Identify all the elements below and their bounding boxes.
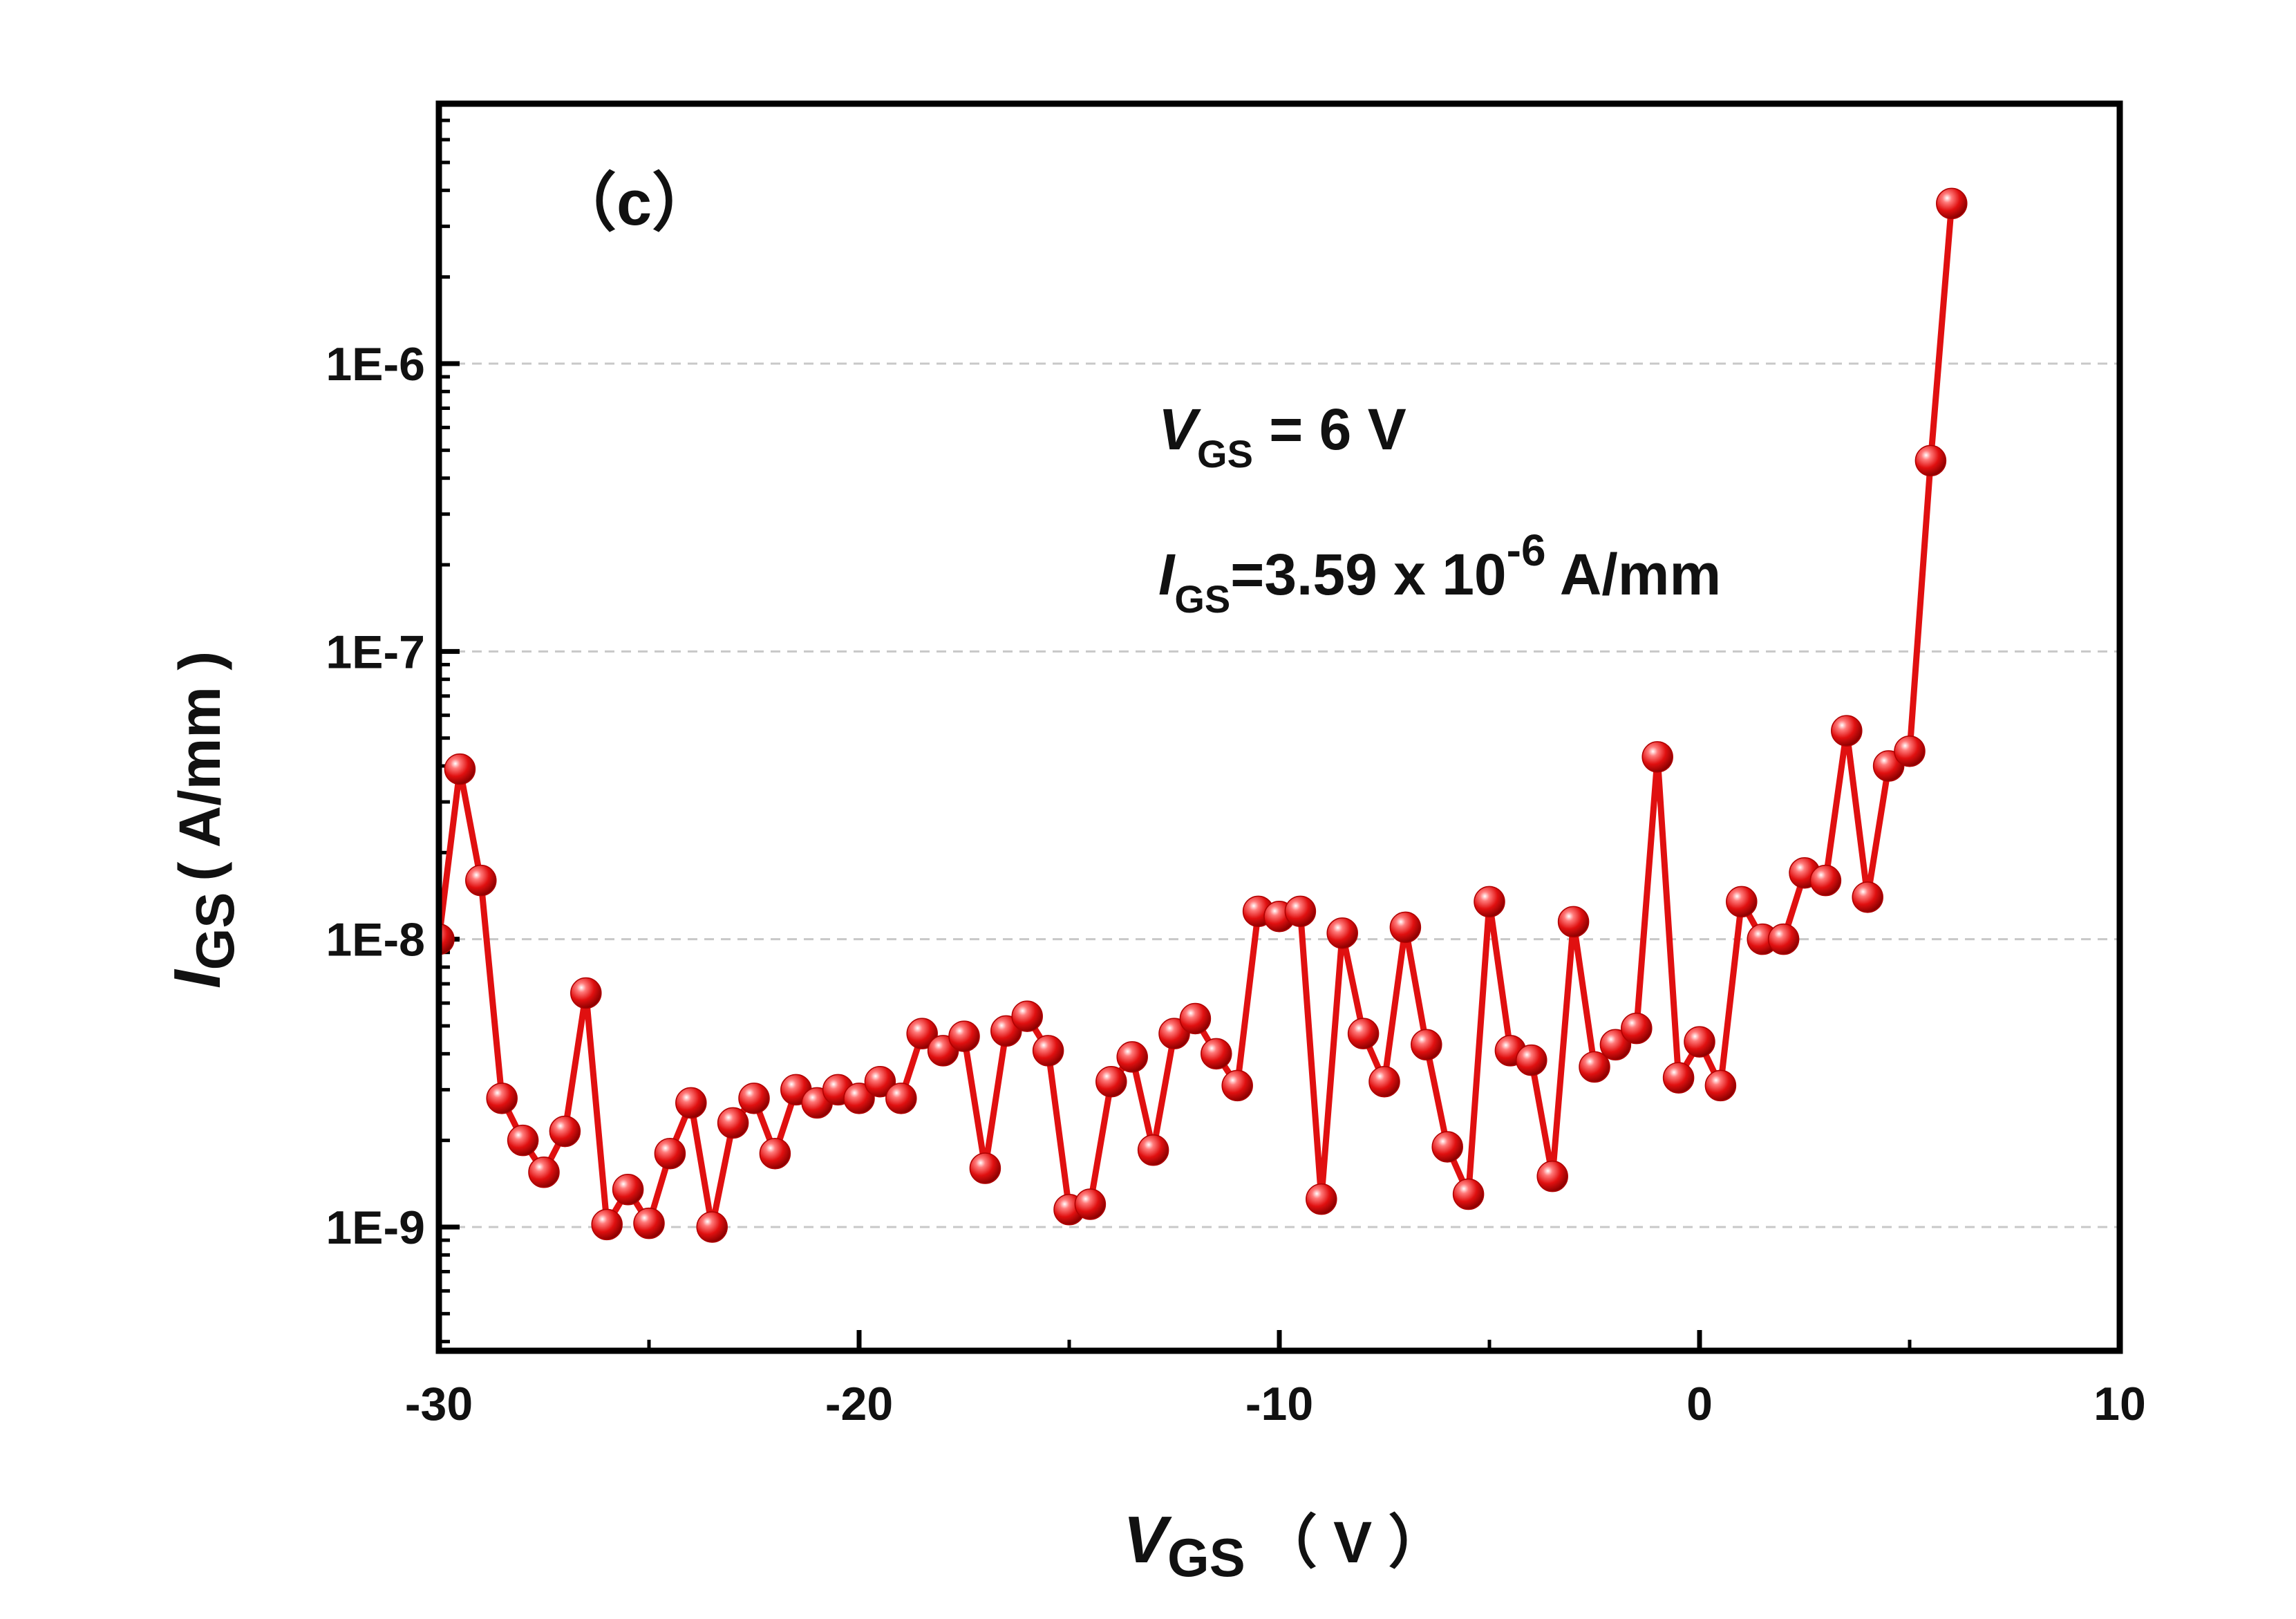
x-tick-label: 10 (2093, 1378, 2146, 1430)
y-tick-label: 1E-7 (326, 626, 425, 678)
data-point (675, 1087, 707, 1119)
x-tick-labels: -30 -20 -10 0 10 (405, 1378, 2146, 1430)
data-point (738, 1083, 770, 1114)
data-point (759, 1137, 791, 1170)
data-point (1411, 1029, 1442, 1061)
data-point (1347, 1018, 1380, 1049)
data-point (885, 1083, 917, 1114)
data-point (1326, 917, 1358, 949)
data-point (1011, 1000, 1043, 1032)
annotation-igs: IGS=3.59 x 10-6 A/mm (1158, 525, 1721, 621)
data-point (444, 753, 476, 785)
data-point (507, 1124, 539, 1157)
data-point (1662, 1062, 1695, 1094)
data-point (1894, 735, 1926, 767)
data-point (1389, 911, 1422, 944)
x-tick-label: -30 (405, 1378, 473, 1430)
annotation-vgs: VGS = 6 V (1158, 397, 1406, 476)
data-point (439, 923, 455, 955)
data-point (1831, 715, 1863, 747)
data-point (612, 1173, 644, 1206)
data-point (549, 1115, 581, 1148)
data-point (1431, 1131, 1463, 1163)
data-point (1579, 1051, 1610, 1083)
data-point (1704, 1069, 1737, 1102)
data-point (1137, 1134, 1169, 1166)
data-point (1767, 923, 1800, 955)
data-point (1201, 1038, 1232, 1070)
data-point (1599, 1029, 1632, 1061)
data-point (486, 1083, 518, 1114)
plot-frame (435, 100, 2123, 1354)
grid-lines (439, 362, 2120, 1228)
data-point (969, 1152, 1001, 1184)
data-point (633, 1207, 665, 1239)
data-point (1306, 1183, 1337, 1215)
data-point (465, 864, 497, 897)
data-point (1032, 1035, 1064, 1067)
y-tick-label: 1E-9 (326, 1201, 425, 1254)
data-point (1809, 864, 1842, 897)
data-point (1936, 187, 1968, 220)
data-point (528, 1157, 560, 1188)
data-point (1095, 1065, 1127, 1098)
data-point (864, 1065, 896, 1098)
data-point (1221, 1069, 1253, 1102)
data-point (696, 1211, 728, 1243)
data-point (1516, 1044, 1547, 1076)
x-tick-label: 0 (1686, 1378, 1713, 1430)
data-point (1179, 1002, 1212, 1035)
x-axis-title: VGS （ V ） (1123, 1503, 1446, 1588)
data-point (1074, 1188, 1107, 1220)
panel-label: （c） (553, 168, 715, 238)
data-point (1621, 1012, 1653, 1045)
y-tick-label: 1E-6 (326, 338, 425, 391)
data-point (1452, 1178, 1485, 1210)
data-point (906, 1018, 938, 1049)
data-point (1368, 1065, 1400, 1098)
data-point (1641, 741, 1673, 773)
y-tick-label: 1E-8 (326, 914, 425, 966)
data-point (948, 1020, 980, 1052)
data-point (1684, 1026, 1715, 1058)
data-point (570, 977, 602, 1009)
data-point (1726, 886, 1758, 918)
data-point (1284, 895, 1317, 928)
y-axis-title: IGS( A/mm ) (160, 651, 245, 989)
data-point (654, 1137, 686, 1170)
data-point (843, 1083, 875, 1114)
major-ticks (436, 361, 2123, 1351)
data-point (1852, 881, 1883, 913)
data-point (1914, 444, 1947, 477)
data-point (1474, 886, 1505, 918)
x-tick-label: -10 (1245, 1378, 1313, 1430)
data-point (1536, 1160, 1568, 1192)
y-tick-labels: 1E-9 1E-8 1E-7 1E-6 (326, 338, 425, 1254)
data-markers (439, 187, 1968, 1243)
data-point (591, 1208, 623, 1241)
data-point (717, 1107, 749, 1139)
data-point (1116, 1041, 1148, 1073)
data-point (1557, 906, 1590, 938)
x-tick-label: -20 (825, 1378, 893, 1430)
